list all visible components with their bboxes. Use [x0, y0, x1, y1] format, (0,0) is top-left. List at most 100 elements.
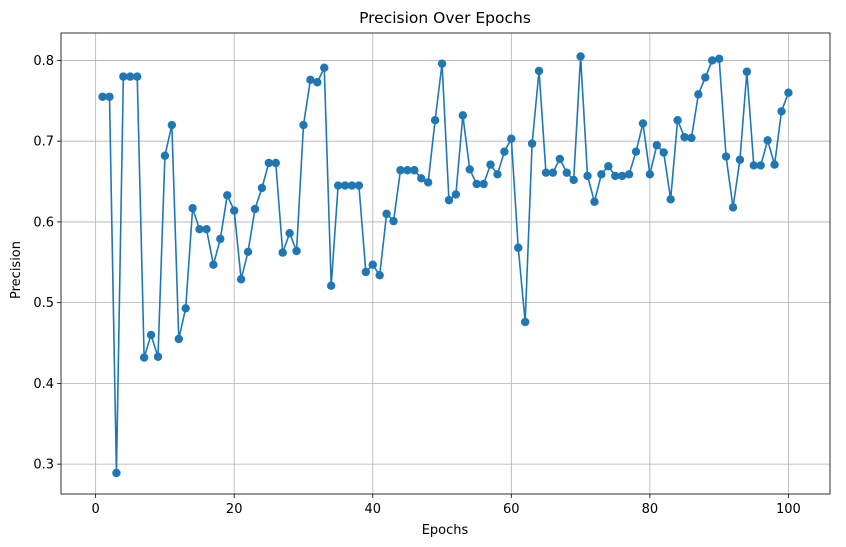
data-point [611, 171, 620, 181]
chart-title: Precision Over Epochs [359, 9, 531, 27]
y-axis-label: Precision [9, 241, 24, 299]
data-point [375, 271, 384, 280]
data-point [721, 152, 731, 161]
data-point [326, 281, 336, 290]
data-point [320, 63, 329, 72]
x-tick-label: 0 [91, 502, 99, 517]
data-point [167, 120, 177, 130]
data-point [687, 133, 696, 143]
data-point [333, 181, 343, 190]
series-precision [98, 52, 793, 478]
data-point [430, 115, 440, 125]
y-tick-label: 0.7 [33, 135, 54, 150]
y-tick-label: 0.4 [33, 377, 54, 392]
data-point [756, 161, 765, 170]
data-point [209, 260, 218, 269]
data-point [548, 168, 558, 177]
data-point [770, 160, 779, 169]
data-point [659, 148, 668, 157]
data-point [361, 267, 371, 277]
data-point [98, 92, 107, 101]
data-point [569, 175, 578, 185]
data-point [590, 197, 599, 206]
data-point [299, 120, 308, 130]
data-point [500, 147, 509, 156]
series-line [102, 55, 790, 474]
data-point [181, 304, 190, 313]
data-point [139, 353, 149, 362]
data-point [403, 166, 412, 175]
data-point [617, 171, 627, 181]
data-point [437, 59, 447, 68]
data-point [389, 216, 398, 226]
data-point [105, 92, 114, 101]
y-tick-label: 0.3 [33, 458, 54, 473]
data-point [396, 166, 405, 175]
data-point [250, 204, 260, 214]
data-point [160, 151, 170, 160]
data-point [486, 160, 495, 169]
data-point [507, 134, 516, 143]
data-point [133, 72, 142, 81]
data-point [313, 78, 322, 87]
data-point [631, 147, 641, 156]
data-point [749, 161, 758, 170]
x-tick-label: 40 [364, 502, 381, 517]
data-point [347, 181, 357, 190]
data-point [520, 317, 530, 327]
data-point [562, 168, 571, 177]
grid [61, 33, 830, 494]
x-tick-label: 20 [226, 502, 243, 517]
data-point [195, 224, 204, 234]
data-point [236, 275, 246, 284]
data-point [728, 203, 738, 212]
x-axis-label: Epochs [422, 523, 469, 538]
data-point [119, 72, 128, 81]
x-tick-label: 60 [503, 502, 520, 517]
y-tick-label: 0.8 [33, 54, 54, 69]
data-point [742, 67, 752, 76]
data-point [126, 72, 135, 81]
data-point [465, 165, 474, 174]
x-tick-label: 100 [776, 502, 801, 517]
data-point [541, 168, 551, 177]
data-point [216, 234, 225, 244]
data-point [624, 170, 634, 179]
data-point [174, 334, 183, 344]
data-point [680, 132, 689, 142]
data-point [202, 224, 211, 234]
data-point [382, 209, 391, 219]
data-point [597, 170, 606, 179]
data-point [444, 195, 454, 205]
data-point [604, 162, 613, 171]
data-point [368, 260, 377, 269]
data-point [514, 243, 523, 252]
data-point [285, 229, 294, 238]
data-point [666, 195, 675, 204]
data-point [410, 166, 419, 175]
data-point [223, 191, 232, 200]
data-point [292, 246, 301, 256]
data-point [493, 170, 502, 179]
axis-ticks: 0 20 40 60 80 100 0.3 0.4 0.5 0.6 0.7 0.8 [33, 54, 801, 517]
data-point [673, 115, 682, 125]
data-point [230, 206, 239, 215]
data-point [784, 88, 793, 97]
y-tick-label: 0.6 [33, 215, 54, 230]
data-point [112, 468, 121, 478]
data-point [423, 178, 433, 187]
data-point [583, 171, 592, 181]
data-point [735, 155, 745, 164]
data-point [188, 204, 197, 213]
data-point [527, 139, 537, 148]
data-point [694, 90, 703, 99]
data-point [458, 111, 468, 120]
data-point [306, 75, 315, 85]
data-point [257, 183, 267, 193]
data-point [153, 352, 163, 361]
data-point [146, 330, 156, 340]
data-point [340, 181, 350, 190]
data-point [701, 73, 710, 82]
data-point [714, 54, 724, 64]
